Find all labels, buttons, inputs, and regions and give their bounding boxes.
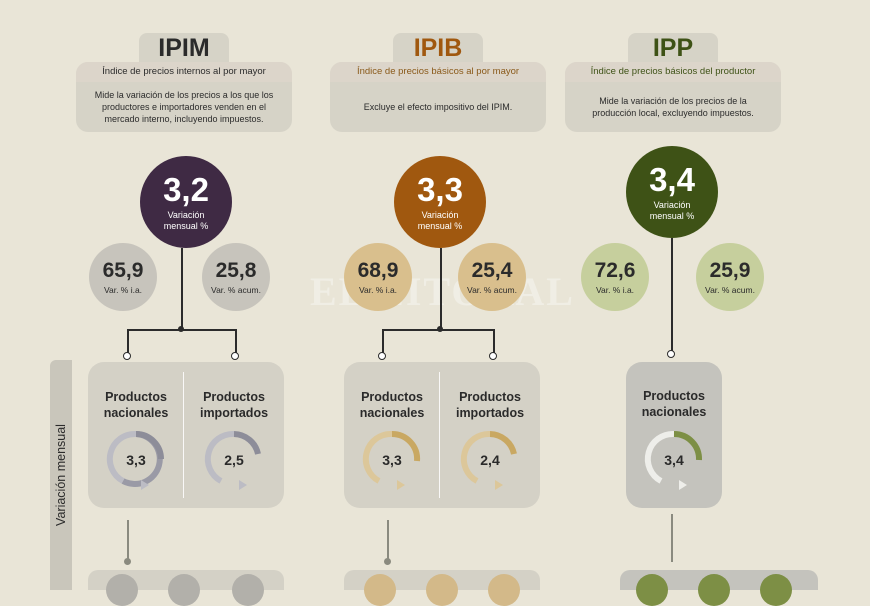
- ipim-products-divider: [183, 372, 184, 498]
- ipib-connector-horizontal: [382, 329, 494, 331]
- ipim-yoy-circle: 65,9 Var. % i.a.: [89, 243, 157, 311]
- ipp-column: IPP Índice de precios básicos del produc…: [565, 0, 805, 580]
- ipim-info-box: Índice de precios internos al por mayor …: [76, 62, 292, 132]
- ipim-nacionales-gauge: [106, 430, 164, 490]
- ipim-bottom-line: [127, 520, 129, 562]
- ipib-yoy-circle: 68,9 Var. % i.a.: [344, 243, 412, 311]
- ipim-products-box: Productos nacionales 3,3 Productos impor…: [88, 362, 284, 508]
- ipp-bottom-bubble-2: [698, 574, 730, 606]
- ipib-tab: IPIB: [393, 33, 483, 63]
- ipim-right-end-dot: [231, 352, 239, 360]
- ipim-yoy-label: Var. % i.a.: [103, 285, 143, 295]
- ipim-importados-gauge: [204, 430, 261, 490]
- ipib-nacionales-value: 3,3: [382, 452, 402, 468]
- ipib-description: Excluye el efecto impositivo del IPIM.: [363, 102, 513, 112]
- ipib-bottom-bubble-1: [364, 574, 396, 606]
- ipib-product-importados-name: Productos importados: [455, 390, 525, 420]
- ipib-products-divider: [439, 372, 440, 498]
- ipib-connector-vertical: [440, 248, 442, 330]
- ipim-monthly-value: 3,2: [163, 171, 209, 208]
- ipp-yoy-circle: 72,6 Var. % i.a.: [581, 243, 649, 311]
- ipib-right-end-dot: [489, 352, 497, 360]
- ipim-connector-right: [235, 329, 237, 354]
- ipp-bottom-bubble-1: [636, 574, 668, 606]
- ipib-acum-label: Var. % acum.: [467, 285, 517, 295]
- ipib-subtitle: Índice de precios básicos al por mayor: [330, 62, 546, 82]
- ipp-tab: IPP: [628, 33, 718, 63]
- ipim-acum-circle: 25,8 Var. % acum.: [202, 243, 270, 311]
- ipim-monthly-label: Variación mensual %: [163, 210, 209, 231]
- ipim-bottom-bubble-2: [168, 574, 200, 606]
- ipib-bottom-bubble-3: [488, 574, 520, 606]
- ipp-bottom-line: [671, 514, 673, 562]
- ipib-connector-left: [382, 329, 384, 354]
- ipib-connector-right: [493, 329, 495, 354]
- ipim-monthly-circle: 3,2 Variación mensual %: [140, 156, 232, 248]
- ipp-acum-value: 25,9: [709, 259, 751, 282]
- ipp-yoy-label: Var. % i.a.: [595, 285, 635, 295]
- ipp-monthly-value: 3,4: [649, 161, 695, 198]
- ipib-monthly-label: Variación mensual %: [417, 210, 463, 231]
- ipim-connector-left: [127, 329, 129, 354]
- ipp-connector-vertical: [671, 238, 673, 352]
- side-panel: Variación mensual: [50, 360, 72, 590]
- ipp-description: Mide la variación de los precios de la p…: [592, 96, 754, 118]
- ipib-monthly-circle: 3,3 Variación mensual %: [394, 156, 486, 248]
- ipp-monthly-circle: 3,4 Variación mensual %: [626, 146, 718, 238]
- ipp-product-nacionales: Productos nacionales 3,4: [626, 362, 722, 508]
- ipib-info-box: Índice de precios básicos al por mayor E…: [330, 62, 546, 132]
- ipim-bottom-dot: [124, 558, 131, 565]
- ipp-products-box: Productos nacionales 3,4: [626, 362, 722, 508]
- ipib-yoy-value: 68,9: [357, 259, 399, 282]
- side-label: Variación mensual: [54, 424, 68, 526]
- ipib-product-importados: Productos importados 2,4: [440, 362, 540, 508]
- ipib-importados-value: 2,4: [480, 452, 500, 468]
- ipp-nacionales-gauge: [644, 430, 702, 490]
- ipib-yoy-label: Var. % i.a.: [358, 285, 398, 295]
- ipim-acum-label: Var. % acum.: [211, 285, 261, 295]
- ipim-tab: IPIM: [139, 33, 229, 63]
- ipib-bottom-line: [387, 520, 389, 562]
- ipp-nacionales-value: 3,4: [664, 452, 684, 468]
- ipib-bottom-dot: [384, 558, 391, 565]
- ipim-importados-value: 2,5: [224, 452, 244, 468]
- ipib-products-box: Productos nacionales 3,3 Productos impor…: [344, 362, 540, 508]
- ipib-bottom-bubble-2: [426, 574, 458, 606]
- ipim-subtitle: Índice de precios internos al por mayor: [76, 62, 292, 82]
- ipib-nacionales-gauge: [362, 430, 421, 490]
- ipim-column: IPIM Índice de precios internos al por m…: [76, 0, 316, 580]
- ipim-description: Mide la variación de los precios a los q…: [94, 90, 274, 124]
- ipib-column: IPIB Índice de precios básicos al por ma…: [330, 0, 570, 580]
- ipim-yoy-value: 65,9: [102, 259, 144, 282]
- ipp-info-box: Índice de precios básicos del productor …: [565, 62, 781, 132]
- ipp-subtitle: Índice de precios básicos del productor: [565, 62, 781, 82]
- ipim-bottom-bubble-1: [106, 574, 138, 606]
- ipim-left-end-dot: [123, 352, 131, 360]
- ipim-bottom-bubble-3: [232, 574, 264, 606]
- ipp-end-dot: [667, 350, 675, 358]
- ipp-product-nacionales-name: Productos nacionales: [641, 389, 707, 419]
- ipim-nacionales-value: 3,3: [126, 452, 146, 468]
- ipim-product-importados-name: Productos importados: [199, 390, 269, 420]
- ipim-product-nacionales-name: Productos nacionales: [103, 390, 169, 420]
- ipp-acum-circle: 25,9 Var. % acum.: [696, 243, 764, 311]
- ipib-importados-gauge: [460, 430, 517, 490]
- ipim-product-nacionales: Productos nacionales 3,3: [88, 362, 184, 508]
- ipp-bottom-bubble-3: [760, 574, 792, 606]
- ipp-acum-label: Var. % acum.: [705, 285, 755, 295]
- ipp-monthly-label: Variación mensual %: [649, 200, 695, 221]
- ipim-connector-horizontal: [127, 329, 236, 331]
- ipim-connector-vertical: [181, 248, 183, 330]
- ipib-product-nacionales: Productos nacionales 3,3: [344, 362, 440, 508]
- ipib-acum-value: 25,4: [471, 259, 513, 282]
- ipim-acum-value: 25,8: [215, 259, 257, 282]
- ipib-product-nacionales-name: Productos nacionales: [359, 390, 425, 420]
- ipim-product-importados: Productos importados 2,5: [184, 362, 284, 508]
- ipib-acum-circle: 25,4 Var. % acum.: [458, 243, 526, 311]
- ipib-monthly-value: 3,3: [417, 171, 463, 208]
- ipib-left-end-dot: [378, 352, 386, 360]
- ipp-yoy-value: 72,6: [594, 259, 636, 282]
